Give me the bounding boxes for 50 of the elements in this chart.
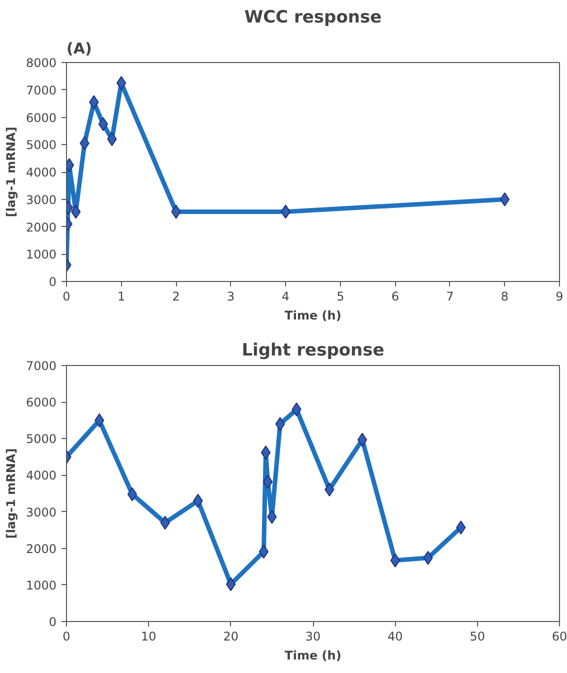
y-axis-title: [lag-1 mRNA] <box>4 448 18 539</box>
y-tick-label: 7000 <box>26 359 57 373</box>
y-axis-title: [lag-1 mRNA] <box>4 126 18 218</box>
point <box>357 432 368 447</box>
x-tick-label: 30 <box>305 630 321 644</box>
x-tick-label: 3 <box>227 290 235 304</box>
x-tick-label: 20 <box>223 630 238 644</box>
y-tick-label: 2000 <box>26 542 57 556</box>
x-tick-label: 60 <box>552 630 567 644</box>
x-tick-label: 6 <box>391 290 399 304</box>
y-tick-label: 1000 <box>26 248 57 262</box>
y-tick-label: 3000 <box>26 192 57 207</box>
y-tick-label: 6000 <box>26 110 57 125</box>
x-tick-label: 2 <box>172 290 180 304</box>
chart-title: WCC response <box>244 8 382 28</box>
y-tick-label: 0 <box>48 615 57 629</box>
point <box>258 544 269 559</box>
x-tick-label: 0 <box>62 630 70 644</box>
point <box>70 204 81 219</box>
x-tick-label: 10 <box>141 630 156 644</box>
y-tick-label: 5000 <box>26 432 57 446</box>
y-tick-label: 4000 <box>26 468 57 483</box>
y-tick-label: 2000 <box>26 220 57 234</box>
x-tick-label: 0 <box>62 290 70 304</box>
y-tick-label: 6000 <box>26 396 57 410</box>
x-tick-label: 4 <box>282 290 290 304</box>
point <box>98 117 108 132</box>
text: (A) <box>66 40 92 58</box>
point <box>127 487 138 502</box>
y-tick-label: 3000 <box>26 505 57 520</box>
y-tick-label: 7000 <box>26 83 57 98</box>
y-tick-label: 4000 <box>26 166 57 180</box>
point <box>116 76 126 90</box>
x-tick-label: 8 <box>500 290 509 304</box>
x-axis-title: Time (h) <box>284 308 342 322</box>
chart-title: Light response <box>242 340 384 360</box>
y-tick-label: 0 <box>48 275 57 289</box>
x-tick-label: 5 <box>336 290 344 304</box>
x-tick-label: 50 <box>470 630 485 644</box>
point <box>262 474 273 489</box>
point <box>500 192 510 206</box>
x-tick-label: 1 <box>117 290 126 304</box>
y-tick-label: 5000 <box>26 138 57 152</box>
y-tick-label: 8000 <box>26 56 57 70</box>
x-tick-label: 7 <box>446 290 454 304</box>
x-axis-title: Time (h) <box>284 648 342 662</box>
point <box>260 446 271 460</box>
x-tick-label: 40 <box>388 630 403 644</box>
y-tick-label: 1000 <box>26 578 57 592</box>
x-tick-label: 9 <box>556 290 564 304</box>
